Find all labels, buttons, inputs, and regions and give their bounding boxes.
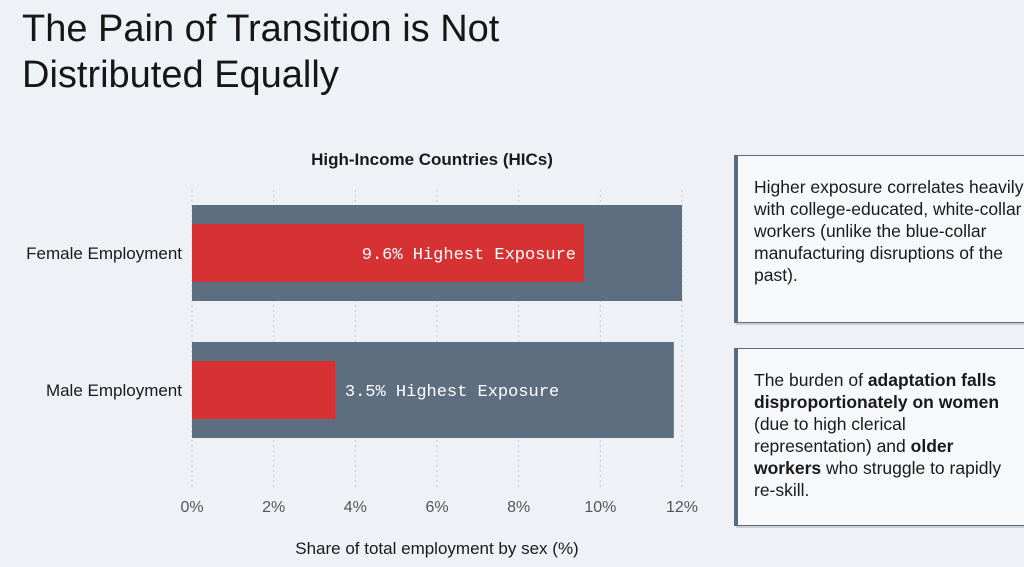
x-tick-label: 10% <box>584 499 616 516</box>
insight-segment: (due to high clerical representation) an… <box>754 414 911 456</box>
x-tick-label: 0% <box>180 499 203 516</box>
insight-emphasis: adaptation falls disproportionately on w… <box>754 370 1000 412</box>
insight-segment: The burden of <box>754 370 868 390</box>
x-tick-label: 4% <box>344 499 367 516</box>
bar-highest-exposure <box>192 224 584 282</box>
employment-exposure-bar-chart: High-Income Countries (HICs) 9.6% Highes… <box>26 150 698 558</box>
insight-emphasis: older workers <box>754 436 954 478</box>
bar-highest-exposure <box>192 361 335 419</box>
x-tick-labels: 0% 2% 4% 6% 8% 10% 12% <box>180 499 698 516</box>
insight-text: Higher exposure correlates heavily with … <box>754 176 1024 286</box>
category-labels: Female Employment Male Employment <box>26 244 182 400</box>
insight-card-exposure: Higher exposure correlates heavily with … <box>734 155 1024 323</box>
bar-data-label: 3.5% Highest Exposure <box>345 383 559 402</box>
slide-title: The Pain of Transition is Not Distribute… <box>22 8 500 96</box>
insight-segment: who struggle to rapidly re-skill. <box>754 458 1002 500</box>
x-tick-label: 6% <box>425 499 448 516</box>
chart-bars: 9.6% Highest Exposure 3.5% Highest Exposu… <box>192 205 682 438</box>
insight-text: The burden of adaptation falls dispropor… <box>754 369 1024 501</box>
x-tick-label: 8% <box>507 499 530 516</box>
category-label: Male Employment <box>46 381 182 400</box>
bar-data-label: 9.6% Highest Exposure <box>362 246 576 265</box>
x-axis-label: Share of total employment by sex (%) <box>295 539 578 558</box>
insight-card-burden: The burden of adaptation falls dispropor… <box>734 348 1024 526</box>
x-tick-label: 12% <box>666 499 698 516</box>
chart-title: High-Income Countries (HICs) <box>311 150 553 169</box>
category-label: Female Employment <box>26 244 182 263</box>
x-tick-label: 2% <box>262 499 285 516</box>
insight-segment: Higher exposure correlates heavily with … <box>754 177 1024 285</box>
